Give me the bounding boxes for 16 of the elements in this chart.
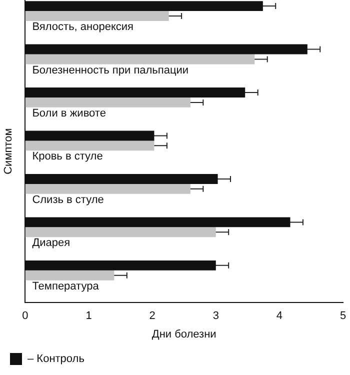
legend-label: – Контроль — [28, 353, 85, 366]
x-tick-label: 2 — [149, 310, 156, 322]
x-tick-label: 0 — [22, 310, 28, 322]
x-tick-label: 1 — [86, 310, 92, 322]
y-tick-label: Болезненность при пальпации — [32, 64, 189, 76]
y-tick-label: Вялость, анорексия — [32, 21, 134, 34]
y-tick-label: Кровь в стуле — [32, 150, 103, 163]
y-tick-label: Слизь в стуле — [32, 194, 104, 206]
y-tick-label: Боли в животе — [32, 108, 106, 120]
x-axis-title: Дни болезни — [152, 328, 216, 340]
x-tick-label: 3 — [212, 310, 219, 322]
y-tick-label: Диарея — [32, 237, 70, 250]
y-tick-label: Температура — [32, 280, 100, 292]
y-axis-title: Симптом — [2, 128, 15, 174]
x-tick-label: 5 — [340, 310, 346, 322]
x-tick-label: 4 — [276, 310, 283, 322]
